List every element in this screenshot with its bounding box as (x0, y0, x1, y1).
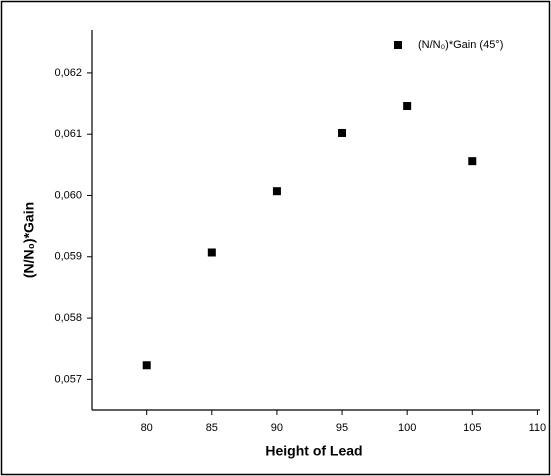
point (468, 157, 477, 166)
y-tick-label: 0,061 (54, 128, 82, 140)
point (207, 248, 216, 257)
x-tick-label: 95 (336, 422, 348, 434)
point (338, 128, 347, 137)
legend-marker (394, 41, 402, 49)
point (142, 361, 151, 370)
y-axis-label: (N/N₀)*Gain (21, 202, 37, 278)
x-tick-label: 85 (206, 422, 218, 434)
x-tick-label: 100 (398, 422, 416, 434)
y-tick-label: 0,062 (54, 67, 82, 79)
y-tick-label: 0,058 (54, 312, 82, 324)
x-tick-label: 80 (141, 422, 153, 434)
point (403, 102, 412, 110)
x-tick-label: 90 (271, 422, 283, 434)
legend-label: (N/N₀)*Gain (45°) (418, 39, 503, 51)
y-tick-label: 0,060 (54, 189, 82, 201)
y-tick-label: 0,057 (54, 373, 82, 385)
x-tick-label: 110 (529, 422, 547, 434)
x-axis-label: Height of Lead (265, 443, 362, 459)
point (272, 187, 281, 196)
x-tick-label: 105 (463, 422, 481, 434)
y-tick-label: 0,059 (54, 251, 82, 263)
